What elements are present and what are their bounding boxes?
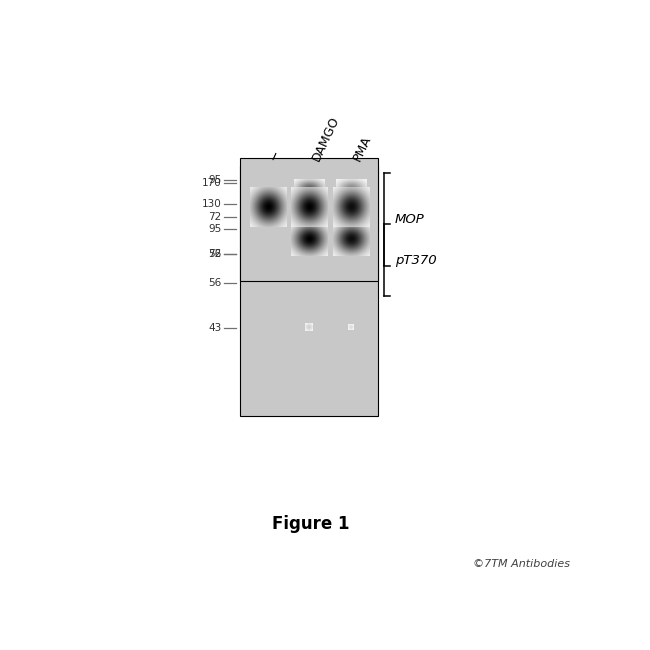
- Text: DAMGO: DAMGO: [309, 114, 341, 163]
- Text: 72: 72: [208, 250, 221, 259]
- Text: 56: 56: [208, 249, 221, 259]
- Text: 56: 56: [208, 278, 221, 288]
- Text: Figure 1: Figure 1: [272, 515, 349, 534]
- Text: MOP: MOP: [395, 213, 425, 226]
- Text: pT370: pT370: [395, 254, 437, 266]
- Bar: [240, 166, 378, 416]
- Text: 72: 72: [208, 212, 221, 222]
- Text: 43: 43: [208, 323, 221, 333]
- Text: 130: 130: [202, 200, 221, 209]
- Bar: [240, 158, 378, 281]
- Text: ©7TM Antibodies: ©7TM Antibodies: [473, 560, 570, 569]
- Text: −: −: [268, 148, 284, 163]
- Text: 170: 170: [202, 178, 221, 188]
- Text: PMA: PMA: [351, 133, 374, 163]
- Text: 95: 95: [208, 224, 221, 235]
- Text: 95: 95: [208, 175, 221, 185]
